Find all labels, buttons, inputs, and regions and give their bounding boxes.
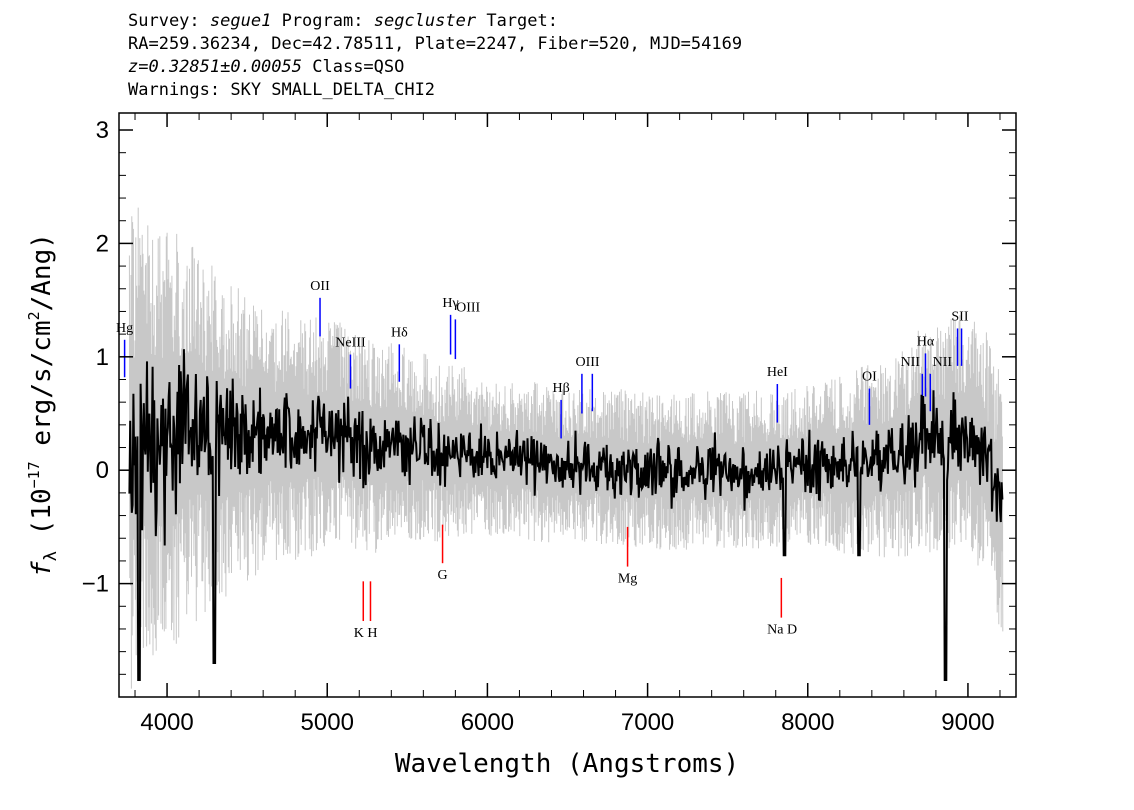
line-label: Hg xyxy=(116,321,133,336)
header-line-warnings: Warnings: SKY SMALL_DELTA_CHI2 xyxy=(128,80,436,100)
plot-frame xyxy=(118,112,1017,698)
header-line-redshift: z=0.32851±0.00055 Class=QSO xyxy=(128,56,742,79)
header-line-coordinates: RA=259.36234, Dec=42.78511, Plate=2247, … xyxy=(128,34,743,54)
x-axis-title: Wavelength (Angstroms) xyxy=(395,749,739,779)
plot-area xyxy=(123,207,1004,689)
y-tick-label: 3 xyxy=(96,117,109,144)
x-tick-label: 9000 xyxy=(941,709,994,736)
spectrum-header: Survey: segue1 Program: segcluster Targe… xyxy=(128,10,742,102)
line-label: OI xyxy=(862,370,877,385)
axes: 4000 5000 6000 7000 8000 9000 −1 0 1 2 3 xyxy=(82,113,1016,736)
y-title-exp: −17 xyxy=(25,461,43,488)
flux-series xyxy=(128,349,1004,681)
y-tick-label: 0 xyxy=(96,457,109,484)
line-label: Hα xyxy=(917,334,935,349)
x-tick-label: 7000 xyxy=(621,709,674,736)
y-tick-label: 1 xyxy=(96,344,109,371)
class-value: Class=QSO xyxy=(312,57,405,77)
y-title-part: erg/s/cm xyxy=(27,320,57,461)
y-title-part: /Ang) xyxy=(27,233,57,311)
line-label: K H xyxy=(354,626,378,641)
line-label: NII xyxy=(933,355,953,370)
y-tick-label: −1 xyxy=(82,571,109,598)
x-tick-label: 5000 xyxy=(301,709,354,736)
target-label: Target: xyxy=(486,11,558,31)
line-label: HeI xyxy=(767,365,788,380)
line-label: NeIII xyxy=(335,336,366,351)
y-title-sub: λ xyxy=(41,551,61,561)
x-tick-label: 4000 xyxy=(140,709,193,736)
y-title-part: (10 xyxy=(27,488,57,551)
line-label: SII xyxy=(951,310,968,325)
y-tick-label: 2 xyxy=(96,230,109,257)
redshift-value: z=0.32851±0.00055 xyxy=(128,57,302,77)
program-value: segcluster xyxy=(373,11,477,31)
line-label: Hδ xyxy=(391,325,408,340)
line-label: OIII xyxy=(456,300,480,315)
line-label: NII xyxy=(901,355,921,370)
survey-value: segue1 xyxy=(209,11,272,31)
line-label: Hγ xyxy=(442,296,458,311)
line-label: Na D xyxy=(767,622,797,637)
survey-label: Survey: xyxy=(128,11,200,31)
line-label: OIII xyxy=(575,355,599,370)
y-title-exp: 2 xyxy=(25,311,43,320)
program-label: Program: xyxy=(281,11,364,31)
y-title-f: f xyxy=(27,561,57,577)
line-label: Mg xyxy=(618,571,637,586)
x-tick-label: 6000 xyxy=(461,709,514,736)
line-label: Hβ xyxy=(552,381,569,396)
line-label: G xyxy=(437,568,447,583)
spectral-line-markers xyxy=(123,297,963,622)
y-axis-title: fλ (10−17 erg/s/cm2/Ang) xyxy=(25,233,61,577)
x-tick-label: 8000 xyxy=(781,709,834,736)
header-line-survey: Survey: segue1 Program: segcluster Targe… xyxy=(128,10,742,33)
line-label: OII xyxy=(310,279,330,294)
